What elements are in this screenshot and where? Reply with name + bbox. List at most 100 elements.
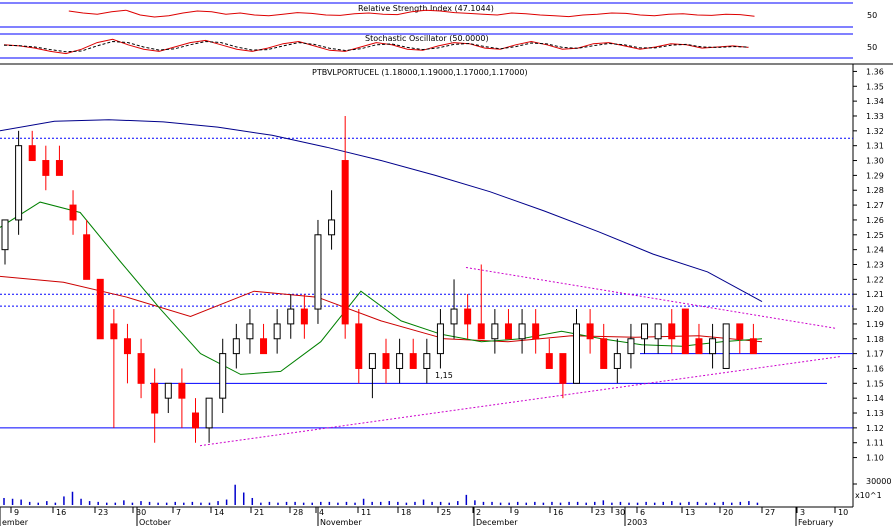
candle-body — [151, 382, 159, 414]
candle-body — [695, 338, 703, 355]
x-tick-label: 30 — [136, 508, 146, 517]
rsi-tick-50: 50 — [867, 11, 877, 20]
x-axis: 9 16 23 30 7 14 21 28 4 11 18 25 2 9 16 23 30 6 13 20 27 3 10 e… — [0, 506, 853, 527]
price-tick-label: 1.15 — [866, 379, 884, 388]
ma-long-line — [0, 119, 763, 303]
price-tick-label: 1.10 — [866, 454, 884, 463]
price-tick-label: 1.11 — [866, 439, 884, 448]
candle-body — [96, 278, 104, 340]
price-tick-label: 1.32 — [866, 127, 884, 136]
candle-body — [55, 160, 63, 176]
month-label: December — [476, 518, 518, 527]
candle-body — [300, 308, 308, 325]
candle-body — [178, 382, 186, 399]
x-tick-label: 18 — [401, 508, 411, 517]
candle-body — [1, 219, 9, 251]
candle-body — [450, 308, 458, 325]
x-tick-label: 16 — [553, 508, 563, 517]
candle-body — [137, 353, 145, 384]
x-tick-label: 23 — [98, 508, 108, 517]
candle-body — [654, 323, 662, 340]
x-tick-label: 25 — [441, 508, 451, 517]
price-tick-label: 1.35 — [866, 82, 884, 91]
stochastic-d-line — [3, 40, 749, 53]
price-tick-label: 1.36 — [866, 67, 884, 76]
month-label: October — [139, 518, 172, 527]
candle-body — [110, 323, 118, 340]
candle-body — [328, 219, 336, 236]
x-tick-label: 16 — [56, 508, 66, 517]
candle-body — [504, 323, 512, 340]
price-tick-label: 1.22 — [866, 275, 884, 284]
x-tick-label: 28 — [293, 508, 303, 517]
candle-body — [423, 353, 431, 369]
candle-body — [491, 323, 499, 340]
candle-body — [518, 323, 526, 340]
candle-body — [559, 353, 567, 384]
price-tick-label: 1.16 — [866, 364, 884, 373]
candle-body — [668, 323, 676, 340]
x-tick-label: 6 — [640, 508, 645, 517]
volume-unit-label: x10^1 — [855, 491, 882, 500]
support-annotation: 1,15 — [435, 371, 453, 380]
candle-body — [28, 145, 36, 162]
candle-body — [368, 353, 376, 369]
x-tick-label: 13 — [685, 508, 695, 517]
ma-medium-line — [0, 275, 763, 343]
x-tick-label: 9 — [514, 508, 519, 517]
price-tick-label: 1.33 — [866, 112, 884, 121]
candle-body — [436, 323, 444, 355]
price-tick-label: 1.29 — [866, 171, 884, 180]
candle-body — [123, 338, 131, 355]
candle-body — [681, 308, 689, 355]
x-tick-label: 27 — [765, 508, 775, 517]
x-tick-label: 20 — [723, 508, 733, 517]
x-tick-label: 3 — [800, 508, 805, 517]
price-tick-label: 1.13 — [866, 409, 884, 418]
price-tick-label: 1.28 — [866, 186, 884, 195]
price-tick-label: 1.18 — [866, 335, 884, 344]
x-tick-label: 23 — [595, 508, 605, 517]
candle-body — [573, 323, 580, 384]
price-tick-label: 1.20 — [866, 305, 884, 314]
candle-body — [219, 353, 227, 399]
candle-body — [192, 412, 199, 429]
x-tick-label: 4 — [319, 508, 324, 517]
price-tick-label: 1.19 — [866, 320, 884, 329]
candle-body — [246, 323, 254, 340]
x-tick-label: 21 — [254, 508, 264, 517]
candle-body — [409, 353, 417, 369]
price-panel: PTBVLPORTUCEL (1.18000,1.19000,1.17000,1… — [0, 63, 893, 507]
candle-body — [164, 382, 172, 399]
price-title: PTBVLPORTUCEL (1.18000,1.19000,1.17000,1… — [312, 68, 528, 77]
candle-body — [205, 397, 213, 429]
month-label: November — [320, 518, 362, 527]
candle-body — [341, 160, 349, 325]
volume-panel: 30000 x10^1 — [3, 477, 891, 505]
candle-body — [83, 234, 91, 280]
candle-body — [260, 338, 268, 355]
candle-body — [736, 323, 744, 340]
x-tick-label: 10 — [838, 508, 848, 517]
price-tick-label: 1.12 — [866, 424, 884, 433]
stochastic-title: Stochastic Oscillator (50.0000) — [365, 34, 489, 43]
price-tick-label: 1.23 — [866, 261, 884, 270]
x-tick-label: 14 — [214, 508, 224, 517]
price-tick-label: 1.24 — [866, 246, 884, 255]
candle-body — [273, 323, 281, 340]
price-tick-label: 1.31 — [866, 142, 884, 151]
rsi-title: Relative Strength Index (47.1044) — [358, 4, 494, 13]
candle-body — [586, 323, 594, 340]
month-label: ember — [2, 518, 29, 527]
x-tick-label: 7 — [176, 508, 181, 517]
upper-trendline — [465, 266, 837, 329]
rsi-line — [68, 9, 755, 18]
price-tick-label: 1.30 — [866, 157, 884, 166]
rsi-panel: Relative Strength Index (47.1044) 50 — [0, 2, 877, 28]
candle-body — [69, 204, 77, 221]
candle-body — [532, 323, 540, 340]
stochastic-panel: Stochastic Oscillator (50.0000) 50 — [0, 33, 877, 59]
candle-body — [287, 308, 295, 325]
